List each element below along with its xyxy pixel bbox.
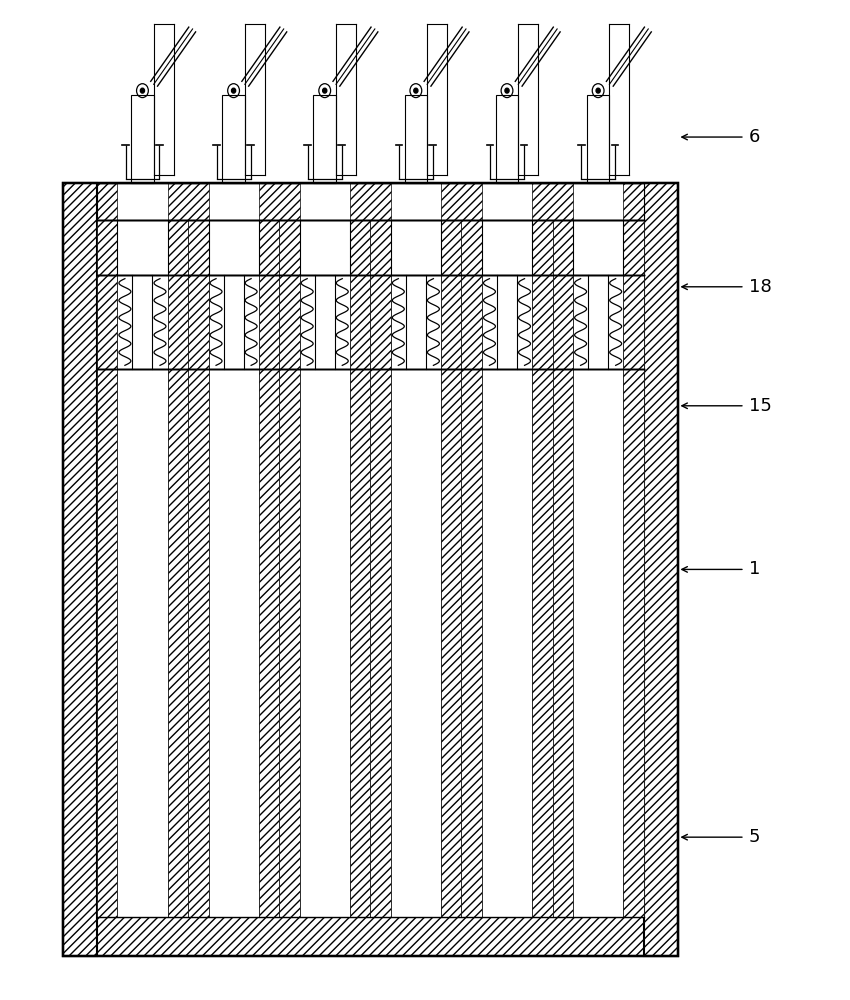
Bar	[482, 183, 532, 220]
Bar	[371, 183, 391, 917]
Bar	[117, 183, 167, 917]
Bar	[208, 183, 258, 917]
Bar	[117, 183, 167, 220]
Bar	[350, 183, 371, 917]
Circle shape	[140, 88, 144, 93]
Bar	[482, 275, 532, 369]
Bar	[117, 220, 167, 275]
Bar	[223, 95, 245, 183]
Bar	[552, 183, 573, 917]
Bar	[405, 95, 428, 183]
Bar	[258, 183, 279, 917]
Bar	[188, 183, 208, 917]
Bar	[314, 95, 336, 183]
Bar	[63, 183, 97, 956]
Bar	[532, 183, 552, 917]
Bar	[117, 275, 167, 369]
Bar	[300, 183, 350, 917]
Circle shape	[231, 88, 235, 93]
Text: 18: 18	[749, 278, 772, 296]
Bar	[391, 220, 441, 275]
Text: 6: 6	[749, 128, 761, 146]
Bar	[279, 183, 300, 917]
Circle shape	[323, 88, 326, 93]
Bar	[391, 275, 441, 369]
Bar	[300, 275, 350, 369]
Text: 1: 1	[749, 560, 761, 578]
Bar	[441, 183, 462, 917]
Bar	[573, 183, 623, 917]
Bar	[623, 183, 643, 917]
Bar	[97, 183, 117, 917]
Circle shape	[505, 88, 509, 93]
Bar	[63, 917, 677, 956]
Text: 15: 15	[749, 397, 772, 415]
Bar	[300, 183, 350, 220]
Bar	[482, 220, 532, 275]
Bar	[391, 183, 441, 917]
Circle shape	[414, 88, 418, 93]
Bar	[208, 183, 258, 220]
Bar	[131, 95, 154, 183]
Bar	[97, 183, 643, 220]
Bar	[573, 220, 623, 275]
Bar	[482, 183, 532, 917]
Bar	[573, 275, 623, 369]
Bar	[496, 95, 518, 183]
Bar	[167, 183, 188, 917]
Bar	[643, 183, 677, 956]
Bar	[208, 275, 258, 369]
Circle shape	[596, 88, 600, 93]
Bar	[391, 183, 441, 220]
Bar	[462, 183, 482, 917]
Bar	[300, 220, 350, 275]
Text: 5: 5	[749, 828, 761, 846]
Bar	[573, 183, 623, 220]
Bar	[586, 95, 609, 183]
Bar	[208, 220, 258, 275]
Bar	[63, 183, 677, 956]
